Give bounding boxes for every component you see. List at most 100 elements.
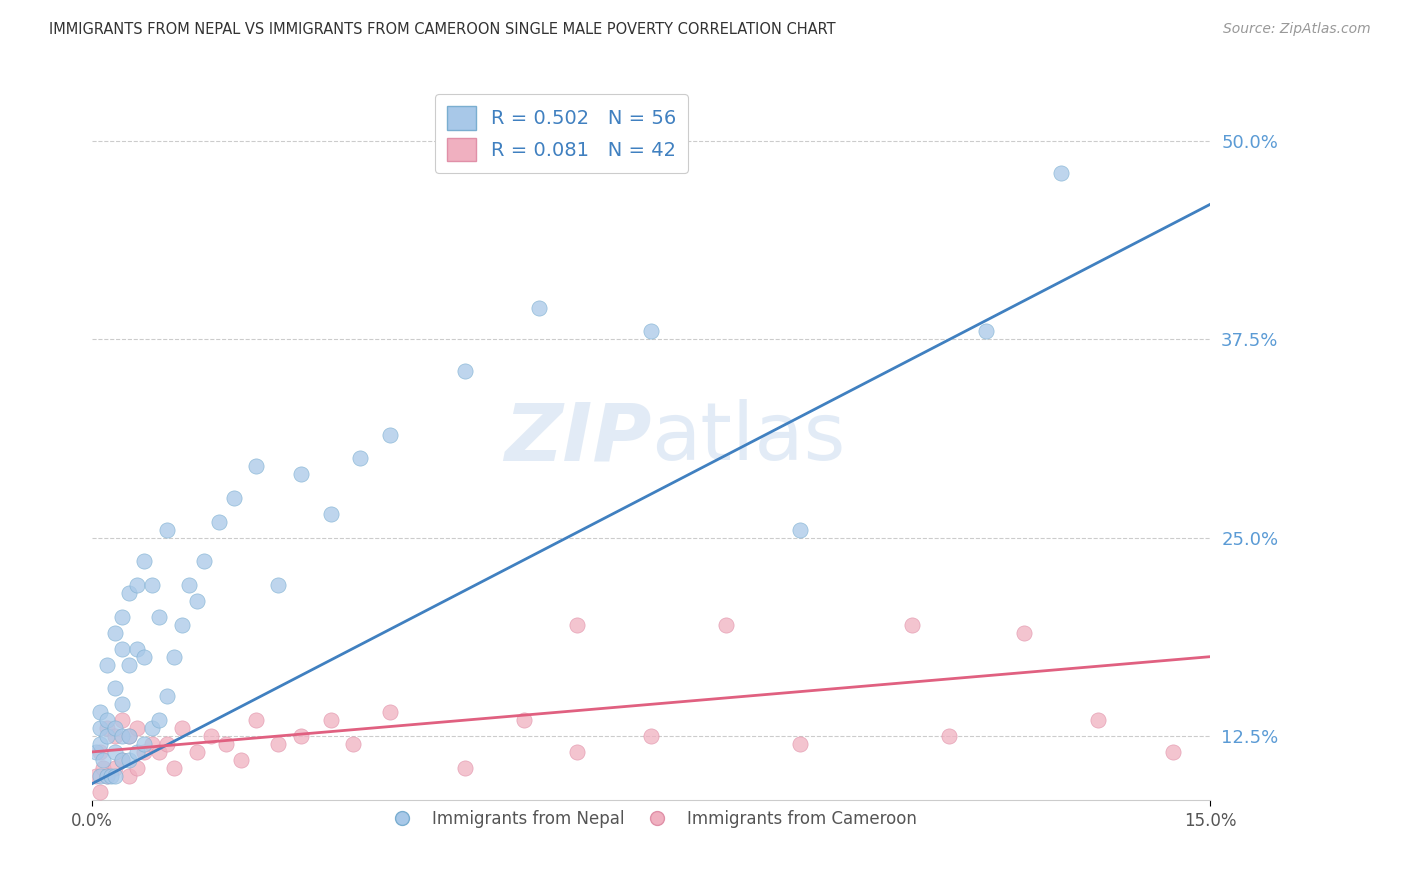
- Point: [1012, 626, 1035, 640]
- Text: IMMIGRANTS FROM NEPAL VS IMMIGRANTS FROM CAMEROON SINGLE MALE POVERTY CORRELATIO: IMMIGRANTS FROM NEPAL VS IMMIGRANTS FROM…: [49, 22, 835, 37]
- Point: [93, 761, 115, 775]
- Point: [84, 769, 107, 783]
- Point: [111, 729, 134, 743]
- Point: [640, 729, 662, 743]
- Text: atlas: atlas: [651, 400, 845, 477]
- Point: [163, 649, 186, 664]
- Point: [290, 467, 312, 482]
- Point: [714, 618, 737, 632]
- Point: [125, 641, 148, 656]
- Text: ZIP: ZIP: [503, 400, 651, 477]
- Point: [267, 737, 290, 751]
- Y-axis label: Single Male Poverty: Single Male Poverty: [0, 357, 8, 520]
- Point: [103, 626, 125, 640]
- Point: [156, 737, 179, 751]
- Point: [111, 641, 134, 656]
- Point: [111, 753, 134, 767]
- Point: [156, 523, 179, 537]
- Point: [118, 753, 141, 767]
- Point: [156, 690, 179, 704]
- Point: [141, 721, 163, 735]
- Point: [245, 713, 267, 727]
- Point: [118, 586, 141, 600]
- Point: [245, 459, 267, 474]
- Point: [89, 769, 111, 783]
- Point: [170, 721, 193, 735]
- Point: [103, 681, 125, 696]
- Point: [565, 618, 588, 632]
- Point: [901, 618, 924, 632]
- Point: [103, 729, 125, 743]
- Point: [96, 769, 118, 783]
- Point: [319, 507, 342, 521]
- Point: [163, 761, 186, 775]
- Point: [938, 729, 960, 743]
- Point: [134, 649, 156, 664]
- Point: [222, 491, 245, 505]
- Point: [103, 769, 125, 783]
- Point: [186, 594, 208, 608]
- Point: [134, 554, 156, 568]
- Point: [513, 713, 536, 727]
- Point: [380, 427, 402, 442]
- Point: [89, 784, 111, 798]
- Point: [1050, 166, 1073, 180]
- Point: [186, 745, 208, 759]
- Point: [89, 705, 111, 719]
- Point: [1087, 713, 1109, 727]
- Point: [125, 761, 148, 775]
- Point: [789, 523, 811, 537]
- Point: [267, 578, 290, 592]
- Point: [96, 729, 118, 743]
- Point: [208, 515, 231, 529]
- Point: [640, 324, 662, 338]
- Legend: Immigrants from Nepal, Immigrants from Cameroon: Immigrants from Nepal, Immigrants from C…: [378, 803, 924, 835]
- Point: [111, 713, 134, 727]
- Point: [454, 364, 477, 378]
- Point: [89, 721, 111, 735]
- Point: [125, 745, 148, 759]
- Point: [141, 578, 163, 592]
- Point: [103, 721, 125, 735]
- Point: [125, 721, 148, 735]
- Point: [93, 753, 115, 767]
- Point: [454, 761, 477, 775]
- Point: [125, 578, 148, 592]
- Point: [84, 745, 107, 759]
- Point: [118, 657, 141, 672]
- Point: [231, 753, 253, 767]
- Point: [290, 729, 312, 743]
- Point: [111, 610, 134, 624]
- Point: [193, 554, 215, 568]
- Point: [111, 698, 134, 712]
- Point: [177, 578, 200, 592]
- Point: [103, 745, 125, 759]
- Point: [100, 769, 122, 783]
- Point: [170, 618, 193, 632]
- Point: [96, 769, 118, 783]
- Point: [134, 737, 156, 751]
- Point: [96, 721, 118, 735]
- Point: [118, 729, 141, 743]
- Point: [118, 769, 141, 783]
- Point: [96, 713, 118, 727]
- Point: [349, 451, 371, 466]
- Point: [96, 657, 118, 672]
- Point: [319, 713, 342, 727]
- Point: [342, 737, 364, 751]
- Point: [565, 745, 588, 759]
- Point: [148, 610, 170, 624]
- Point: [148, 713, 170, 727]
- Point: [1161, 745, 1184, 759]
- Point: [134, 745, 156, 759]
- Point: [141, 737, 163, 751]
- Point: [789, 737, 811, 751]
- Point: [103, 761, 125, 775]
- Text: Source: ZipAtlas.com: Source: ZipAtlas.com: [1223, 22, 1371, 37]
- Point: [89, 737, 111, 751]
- Point: [89, 745, 111, 759]
- Point: [529, 301, 551, 315]
- Point: [380, 705, 402, 719]
- Point: [976, 324, 998, 338]
- Point: [111, 753, 134, 767]
